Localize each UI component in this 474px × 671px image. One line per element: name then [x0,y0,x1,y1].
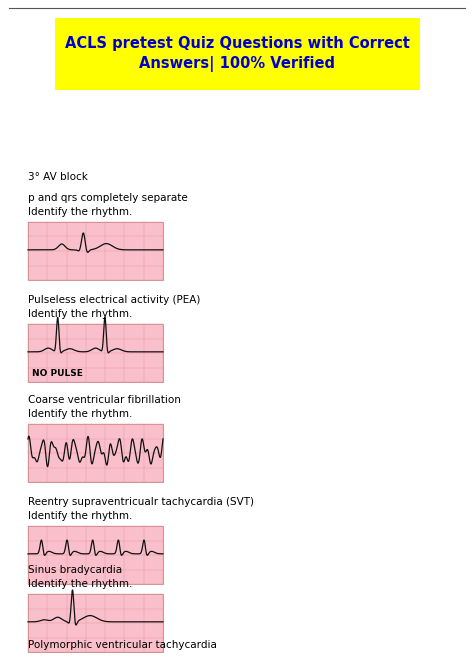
Bar [28,526,163,584]
Bar [28,222,163,280]
Bar [28,594,163,652]
Text: Identify the rhythm.: Identify the rhythm. [28,511,132,521]
Bar [28,324,163,382]
Text: NO PULSE: NO PULSE [32,369,83,378]
Text: Identify the rhythm.: Identify the rhythm. [28,409,132,419]
Bar [28,424,163,482]
Text: Identify the rhythm.: Identify the rhythm. [28,309,132,319]
Text: p and qrs completely separate: p and qrs completely separate [28,193,188,203]
Text: Polymorphic ventricular tachycardia: Polymorphic ventricular tachycardia [28,640,217,650]
Text: Sinus bradycardia: Sinus bradycardia [28,565,122,575]
Text: Identify the rhythm.: Identify the rhythm. [28,579,132,589]
Text: Identify the rhythm.: Identify the rhythm. [28,207,132,217]
Text: Reentry supraventricualr tachycardia (SVT): Reentry supraventricualr tachycardia (SV… [28,497,254,507]
Bar [55,18,420,90]
Text: Coarse ventricular fibrillation: Coarse ventricular fibrillation [28,395,181,405]
Text: Pulseless electrical activity (PEA): Pulseless electrical activity (PEA) [28,295,201,305]
Text: 3° AV block: 3° AV block [28,172,88,182]
Text: ACLS pretest Quiz Questions with Correct
Answers| 100% Verified: ACLS pretest Quiz Questions with Correct… [65,36,410,72]
